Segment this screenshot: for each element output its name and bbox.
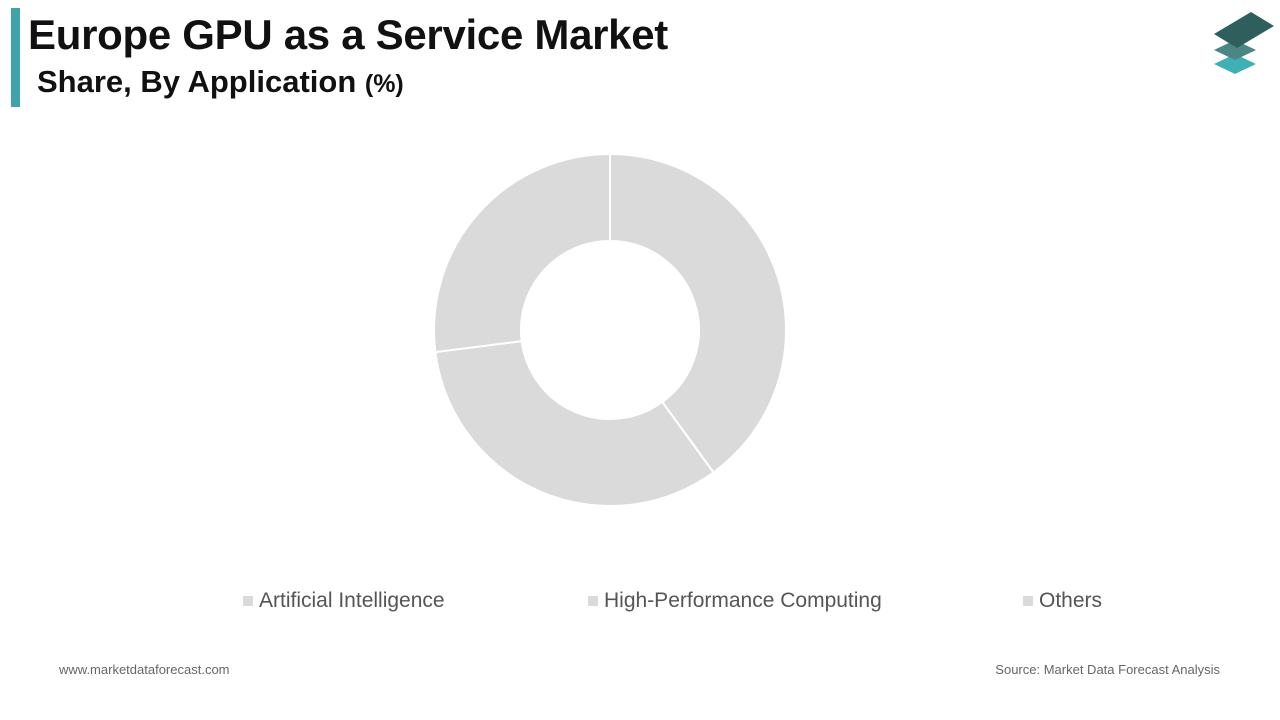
legend-swatch-others — [1023, 596, 1033, 606]
legend-item-high-performance-computing: High-Performance Computing — [588, 589, 882, 613]
title-accent-bar — [11, 8, 20, 107]
legend-item-others: Others — [1023, 589, 1102, 613]
donut-slice-high-performance-computing — [434, 340, 715, 507]
donut-slice-artificial-intelligence — [609, 152, 787, 474]
stacked-layers-icon — [1214, 12, 1274, 74]
subtitle-unit: (%) — [364, 70, 404, 98]
website-link[interactable]: www.marketdataforecast.com — [59, 662, 230, 677]
legend-item-artificial-intelligence: Artificial Intelligence — [243, 589, 445, 613]
page-subtitle: Share, By Application (%) — [37, 64, 404, 100]
donut-slice-others — [433, 152, 611, 354]
legend-label-others: Others — [1039, 589, 1103, 612]
source-note: Source: Market Data Forecast Analysis — [995, 662, 1220, 677]
page-title: Europe GPU as a Service Market — [28, 11, 668, 58]
legend-label-high-performance-computing: High-Performance Computing — [604, 589, 882, 612]
legend-swatch-high-performance-computing — [588, 596, 598, 606]
legend-label-artificial-intelligence: Artificial Intelligence — [259, 589, 445, 612]
legend-swatch-artificial-intelligence — [243, 596, 253, 606]
subtitle-text: Share, By Application — [37, 64, 357, 99]
